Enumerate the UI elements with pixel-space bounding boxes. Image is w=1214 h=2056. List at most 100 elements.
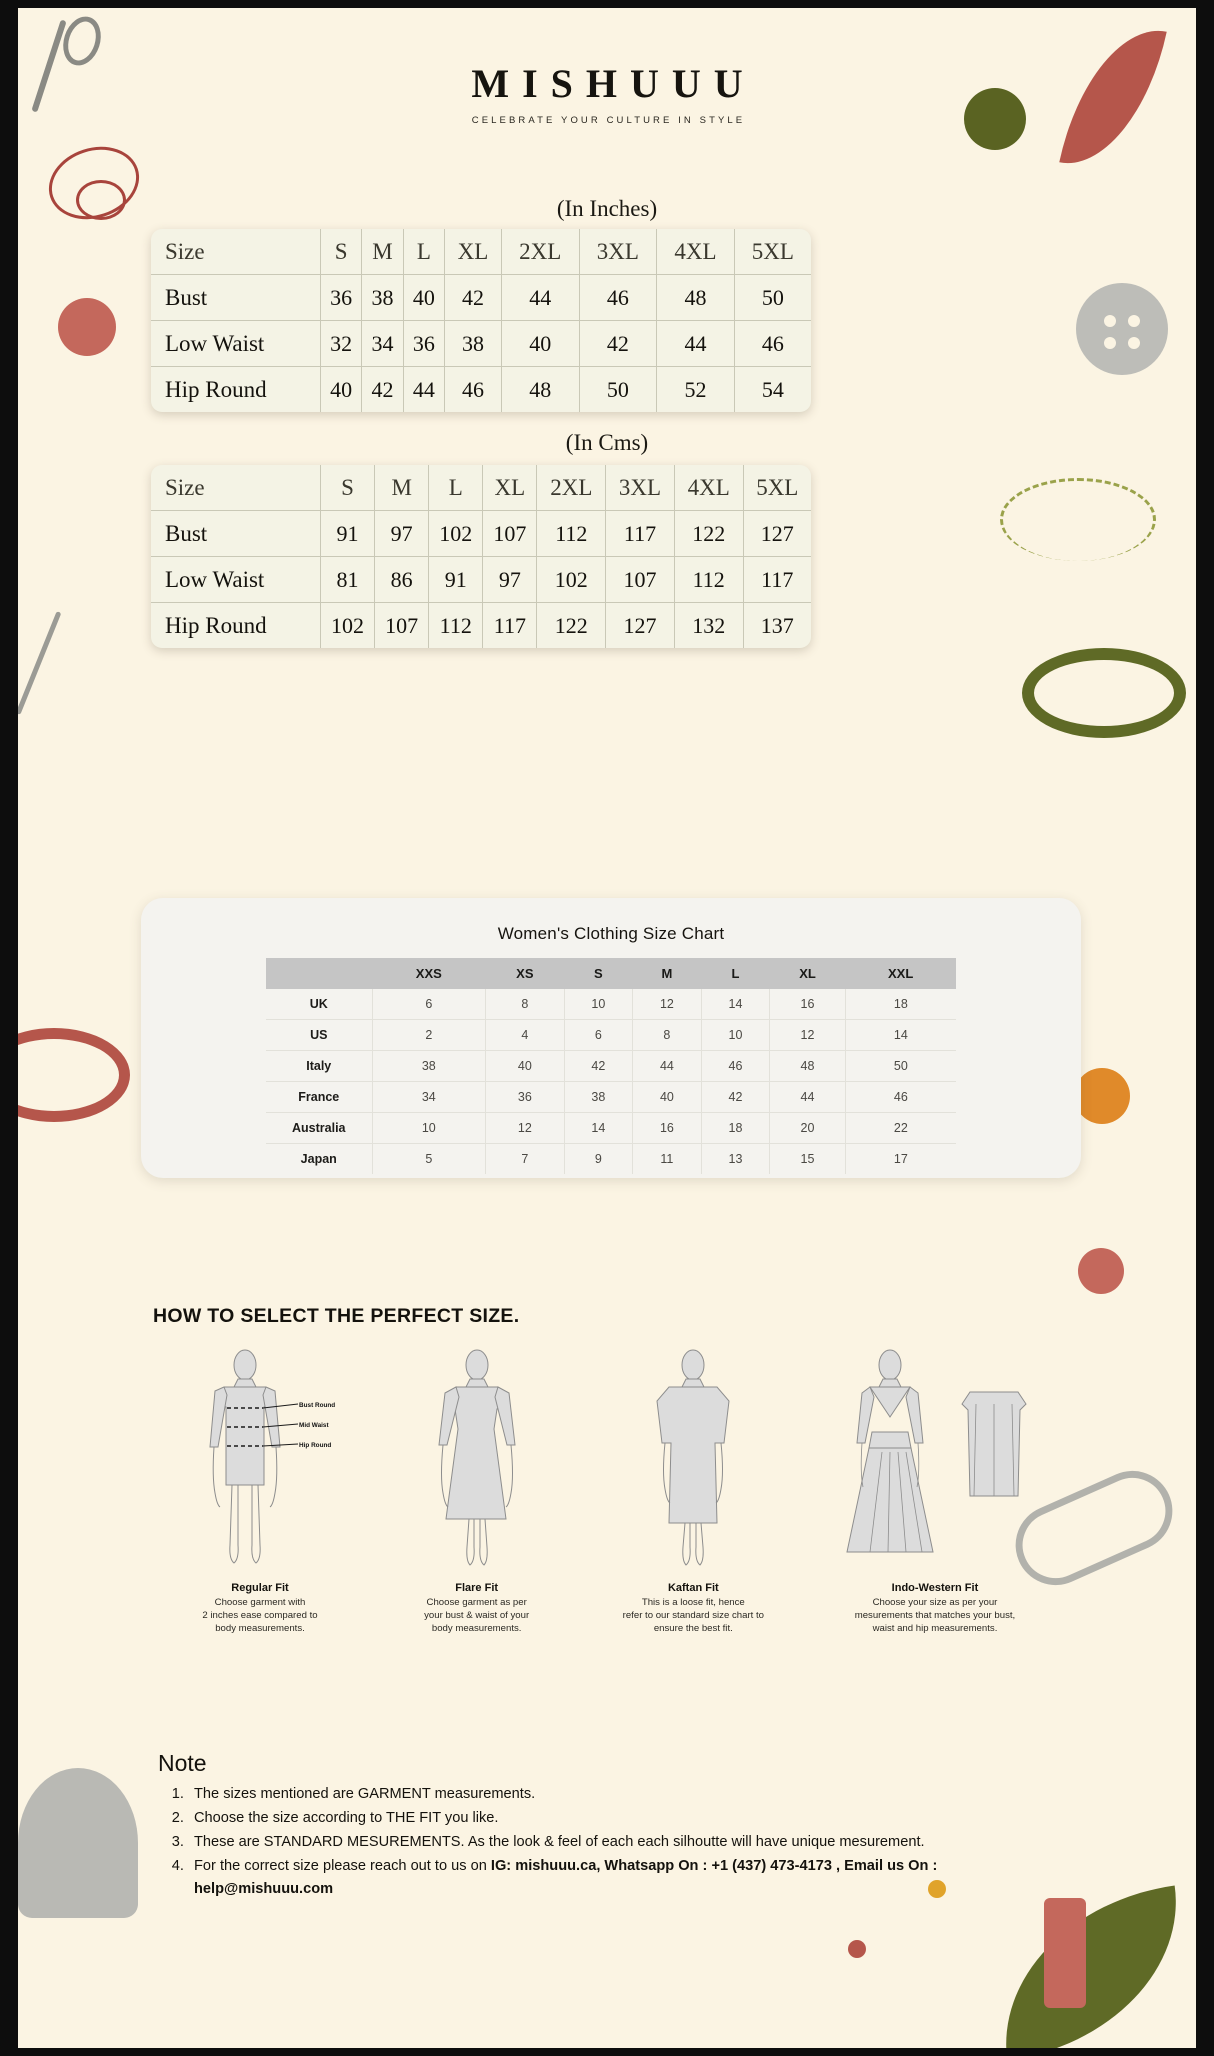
cell: 122 (536, 602, 607, 648)
cell: 40 (500, 320, 580, 367)
cell: 81 (319, 556, 376, 603)
col-head-3xl: 3XL (605, 465, 675, 511)
row-label-italy: Italy (266, 1050, 373, 1082)
table-row: Low Waist 81 86 91 97 102 107 112 117 (151, 556, 811, 603)
cell: 117 (742, 556, 811, 603)
col-head-xxs: XXS (372, 958, 486, 989)
inches-caption: (In Inches) (556, 196, 658, 221)
fit-card-indo-western: Indo-Western Fit Choose your size as per… (820, 1348, 1050, 1636)
fit-desc-indo-western: Choose your size as per your mesurements… (854, 1597, 1016, 1635)
cell: 127 (742, 510, 811, 557)
table-row: Japan 5 7 9 11 13 15 17 (266, 1143, 956, 1174)
note-section: Note The sizes mentioned are GARMENT mea… (158, 1750, 1058, 1902)
row-label-uk: UK (266, 989, 373, 1020)
thimble-decor (18, 1768, 138, 1918)
fit-desc-kaftan: This is a loose fit, hence refer to our … (622, 1597, 764, 1635)
cell: 42 (444, 274, 502, 321)
cell: 102 (428, 510, 484, 557)
row-label-low-waist: Low Waist (151, 556, 321, 603)
pin-head-decor2 (848, 1940, 866, 1958)
indo-western-fit-illustration (820, 1348, 1050, 1578)
cell: 102 (536, 556, 607, 603)
cell: 48 (656, 274, 735, 321)
cell: 97 (482, 556, 538, 603)
cell: 38 (564, 1081, 634, 1113)
inches-table: Size S M L XL 2XL 3XL 4XL 5XL Bust 36 38… (151, 229, 811, 412)
cell: 16 (769, 989, 846, 1020)
womens-chart-title: Women's Clothing Size Chart (497, 924, 725, 943)
fit-card-regular: Bust Round Mid Waist Hip Round Regular F… (170, 1348, 350, 1636)
row-label-us: US (266, 1019, 373, 1051)
cell: 137 (742, 602, 811, 648)
cell: 91 (428, 556, 484, 603)
cell: 6 (564, 1019, 634, 1051)
cell: 40 (319, 366, 363, 412)
col-head-l: L (428, 465, 484, 511)
cell: 127 (605, 602, 675, 648)
cell: 42 (564, 1050, 634, 1082)
row-label-hip-round: Hip Round (151, 602, 321, 648)
table-row: Italy 38 40 42 44 46 48 50 (266, 1050, 956, 1082)
table-row: Low Waist 32 34 36 38 40 42 44 46 (151, 320, 811, 367)
table-row: Australia 10 12 14 16 18 20 22 (266, 1112, 956, 1144)
cell: 36 (319, 274, 363, 321)
brand-tagline: CELEBRATE YOUR CULTURE IN STYLE (471, 115, 746, 126)
col-head-l: L (701, 958, 770, 989)
size-chart-page: MISHUUU CELEBRATE YOUR CULTURE IN STYLE … (18, 8, 1196, 2048)
cell: 102 (319, 602, 376, 648)
col-head-blank (266, 958, 372, 989)
cell: 50 (578, 366, 658, 412)
col-head-m: M (374, 465, 430, 511)
cell: 107 (605, 556, 675, 603)
fit-name-flare: Flare Fit (455, 1582, 499, 1594)
womens-size-table: XXS XS S M L XL XXL UK 6 8 10 12 14 16 1… (266, 958, 956, 1174)
cell: 16 (632, 1112, 702, 1144)
spool-ring-decor (1022, 648, 1186, 738)
cms-table: Size S M L XL 2XL 3XL 4XL 5XL Bust 91 97… (151, 465, 811, 648)
row-label-bust: Bust (151, 510, 321, 557)
cell: 12 (485, 1112, 565, 1144)
col-head-5xl: 5XL (742, 465, 811, 511)
col-head-l: L (402, 229, 446, 275)
button-icon (1076, 283, 1168, 375)
cell: 36 (402, 320, 446, 367)
cell: 46 (845, 1081, 956, 1113)
cell: 44 (500, 274, 580, 321)
brand-logo: MISHUUU (471, 61, 756, 106)
row-label-bust: Bust (151, 274, 321, 321)
fit-desc-regular: Choose garment with 2 inches ease compar… (202, 1597, 318, 1635)
cell: 18 (701, 1112, 771, 1144)
cell: 38 (444, 320, 502, 367)
fit-figures-row: Bust Round Mid Waist Hip Round Regular F… (170, 1348, 1050, 1636)
regular-fit-illustration: Bust Round Mid Waist Hip Round (170, 1348, 350, 1578)
col-head-size: Size (151, 465, 321, 511)
cell: 10 (372, 1112, 487, 1144)
cell: 8 (485, 989, 565, 1020)
cell: 46 (444, 366, 502, 412)
cms-caption: (In Cms) (565, 430, 649, 455)
cell: 15 (769, 1143, 846, 1174)
cell: 112 (673, 556, 744, 603)
col-head-xl: XL (769, 958, 846, 989)
measure-label-hip: Hip Round (299, 1442, 331, 1449)
row-label-japan: Japan (266, 1143, 373, 1174)
row-label-france: France (266, 1081, 373, 1113)
note-item4-text: For the correct size please reach out to… (194, 1858, 491, 1875)
list-item: The sizes mentioned are GARMENT measurem… (188, 1783, 1058, 1806)
cell: 46 (733, 320, 811, 367)
list-item: These are STANDARD MESUREMENTS. As the l… (188, 1831, 1058, 1854)
cell: 40 (402, 274, 446, 321)
ring-decor-left (18, 1028, 130, 1122)
list-item: Choose the size according to THE FIT you… (188, 1807, 1058, 1830)
table-row: Size S M L XL 2XL 3XL 4XL 5XL (151, 229, 811, 275)
col-head-2xl: 2XL (536, 465, 607, 511)
pin-decor-left (18, 611, 62, 715)
fit-name-regular: Regular Fit (231, 1582, 289, 1594)
fit-name-indo-western: Indo-Western Fit (891, 1582, 979, 1594)
cell: 34 (361, 320, 404, 367)
col-head-m: M (361, 229, 404, 275)
cell: 22 (845, 1112, 956, 1144)
cell: 132 (673, 602, 744, 648)
cell: 107 (374, 602, 430, 648)
col-head-xxl: XXL (845, 958, 956, 989)
